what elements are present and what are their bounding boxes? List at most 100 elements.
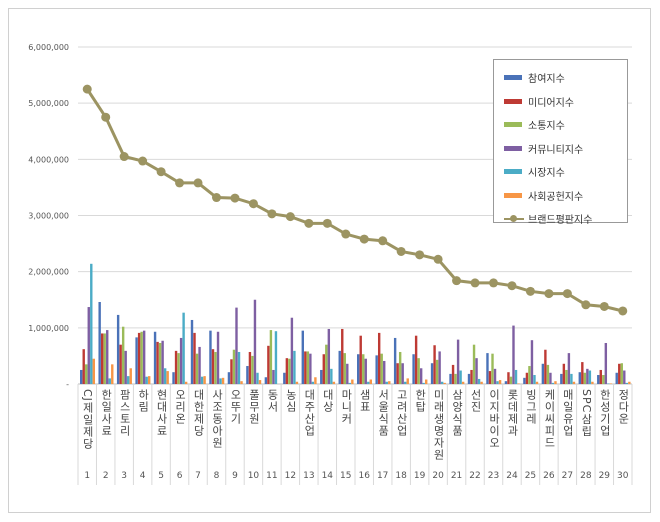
x-category-label: 샘표 <box>358 389 372 413</box>
bar-소통지수-5 <box>158 342 162 384</box>
bar-참여지수-13 <box>301 330 304 384</box>
bar-미디어지수-29 <box>599 369 602 384</box>
bar-참여지수-23 <box>486 353 489 384</box>
y-tick-label: 5,000,000 <box>28 99 69 108</box>
bar-참여지수-27 <box>560 373 563 384</box>
line-point-14 <box>322 218 332 228</box>
legend-label: 참여지수 <box>528 74 565 86</box>
bar-사회공헌지수-27 <box>572 381 576 384</box>
bar-커뮤니티지수-5 <box>161 340 164 384</box>
bar-사회공헌지수-30 <box>628 381 631 384</box>
bar-참여지수-16 <box>357 354 360 384</box>
bar-사회공헌지수-13 <box>314 377 317 384</box>
bar-시장지수-5 <box>163 368 167 384</box>
bar-미디어지수-22 <box>470 369 473 384</box>
x-category-label: 선진 <box>469 389 483 413</box>
bar-시장지수-30 <box>625 382 629 384</box>
bar-커뮤니티지수-2 <box>106 330 109 384</box>
legend-swatch <box>504 192 522 198</box>
x-category-label: 매일유업 <box>561 389 575 437</box>
bar-소통지수-22 <box>472 344 476 384</box>
x-category-number: 6 <box>176 471 183 481</box>
bar-커뮤니티지수-25 <box>530 340 534 384</box>
bar-미디어지수-10 <box>248 351 252 384</box>
bar-미디어지수-19 <box>414 335 418 384</box>
bar-시장지수-25 <box>533 375 536 384</box>
bar-소통지수-27 <box>565 369 568 384</box>
y-tick-label: 2,000,000 <box>28 268 69 277</box>
bar-미디어지수-26 <box>544 349 547 384</box>
legend-item: 소통지수 <box>504 113 627 137</box>
bar-참여지수-21 <box>449 373 452 384</box>
line-point-25 <box>525 286 535 296</box>
bar-소통지수-12 <box>288 358 291 384</box>
bar-사회공헌지수-9 <box>240 381 243 384</box>
bar-커뮤니티지수-10 <box>253 299 257 384</box>
bar-커뮤니티지수-17 <box>383 360 386 384</box>
chart-frame <box>8 8 651 513</box>
bar-사회공헌지수-8 <box>221 377 225 384</box>
line-point-23 <box>489 278 498 288</box>
bar-참여지수-15 <box>338 350 341 384</box>
bar-미디어지수-17 <box>377 332 381 384</box>
bar-소통지수-15 <box>343 353 346 384</box>
bar-시장지수-8 <box>219 378 222 384</box>
bar-미디어지수-1 <box>82 349 85 384</box>
y-tick-label: 4,000,000 <box>28 155 69 164</box>
bar-참여지수-5 <box>153 331 157 384</box>
legend-item: 커뮤니티지수 <box>504 137 627 161</box>
bar-소통지수-19 <box>417 358 420 384</box>
line-point-27 <box>562 289 572 299</box>
x-category-label: 삼양식품 <box>450 389 464 437</box>
bar-시장지수-6 <box>182 312 185 384</box>
bar-미디어지수-11 <box>267 345 270 384</box>
bar-시장지수-3 <box>127 376 130 384</box>
bar-커뮤니티지수-21 <box>456 339 460 384</box>
x-category-number: 19 <box>413 471 426 481</box>
bar-사회공헌지수-20 <box>443 382 446 384</box>
legend-swatch <box>504 214 524 222</box>
bar-사회공헌지수-26 <box>554 381 557 384</box>
x-category-number: 30 <box>617 471 629 481</box>
bar-시장지수-14 <box>330 368 333 384</box>
legend-swatch <box>504 75 522 81</box>
bar-시장지수-21 <box>459 370 462 384</box>
line-point-2 <box>101 112 111 122</box>
legend-item: 시장지수 <box>504 160 627 184</box>
bar-시장지수-27 <box>570 373 573 384</box>
bar-참여지수-18 <box>393 337 397 384</box>
bar-커뮤니티지수-27 <box>567 353 571 384</box>
bar-소통지수-21 <box>454 373 457 384</box>
bar-참여지수-14 <box>320 369 323 384</box>
legend-swatch <box>504 145 522 151</box>
bar-참여지수-3 <box>116 314 120 384</box>
bar-참여지수-11 <box>264 377 268 384</box>
x-category-number: 26 <box>543 471 555 481</box>
bar-시장지수-9 <box>237 351 241 384</box>
bar-참여지수-12 <box>283 372 286 384</box>
bar-사회공헌지수-15 <box>351 379 354 384</box>
bar-참여지수-9 <box>227 372 231 384</box>
x-category-label: 사조동아원 <box>210 389 224 449</box>
line-point-16 <box>359 234 369 244</box>
x-category-number: 5 <box>158 471 164 481</box>
bar-소통지수-16 <box>362 354 365 384</box>
bar-소통지수-4 <box>140 331 143 384</box>
bar-사회공헌지수-7 <box>203 376 206 384</box>
bar-사회공헌지수-12 <box>295 381 299 384</box>
line-point-30 <box>618 306 628 316</box>
bar-시장지수-15 <box>348 382 352 384</box>
x-category-label: 대한제당 <box>192 389 206 437</box>
bar-소통지수-2 <box>103 333 106 384</box>
bar-커뮤니티지수-29 <box>604 342 608 384</box>
bar-사회공헌지수-3 <box>129 368 132 384</box>
bar-미디어지수-2 <box>100 333 104 384</box>
line-point-18 <box>396 246 406 256</box>
x-category-label: 한일사료 <box>99 389 113 437</box>
line-point-29 <box>599 301 609 311</box>
bar-시장지수-12 <box>293 350 296 384</box>
x-category-label: 하림 <box>136 389 150 413</box>
bar-커뮤니티지수-15 <box>346 363 349 384</box>
bar-참여지수-4 <box>135 337 138 384</box>
bar-참여지수-30 <box>615 372 618 384</box>
